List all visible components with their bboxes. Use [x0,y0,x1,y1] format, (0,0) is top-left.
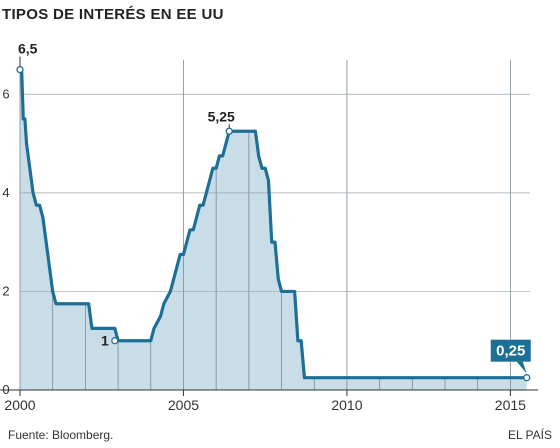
annotation-marker-2 [225,127,233,135]
y-tick-label-4: 4 [2,185,9,200]
area-fill [20,69,527,391]
series-line [18,68,529,380]
annotation-label-1: 1 [101,333,109,349]
annotation-label-2: 5,25 [208,108,235,124]
annotation-callout-pointer [516,361,527,374]
annotation-marker-3 [523,374,531,382]
x-tick-label-2005: 2005 [168,397,199,413]
annotation-marker-1 [111,337,119,345]
annotation-label-3: 0,25 [496,343,525,360]
source-note: Fuente: Bloomberg. [8,428,114,442]
annotation-label-0: 6,5 [18,41,38,57]
x-tick-label-2010: 2010 [331,397,362,413]
x-tick-label-2000: 2000 [4,397,35,413]
annotation-marker-0 [16,65,24,74]
publisher-credit: EL PAÍS [507,428,552,442]
annotation-callout-box [490,339,531,362]
y-tick-label-6: 6 [2,86,9,101]
y-tick-label-0: 0 [2,382,9,397]
chart-title: TIPOS DE INTERÉS EN EE UU [2,6,224,23]
y-tick-label-2: 2 [2,283,9,298]
x-tick-label-2015: 2015 [495,397,526,413]
